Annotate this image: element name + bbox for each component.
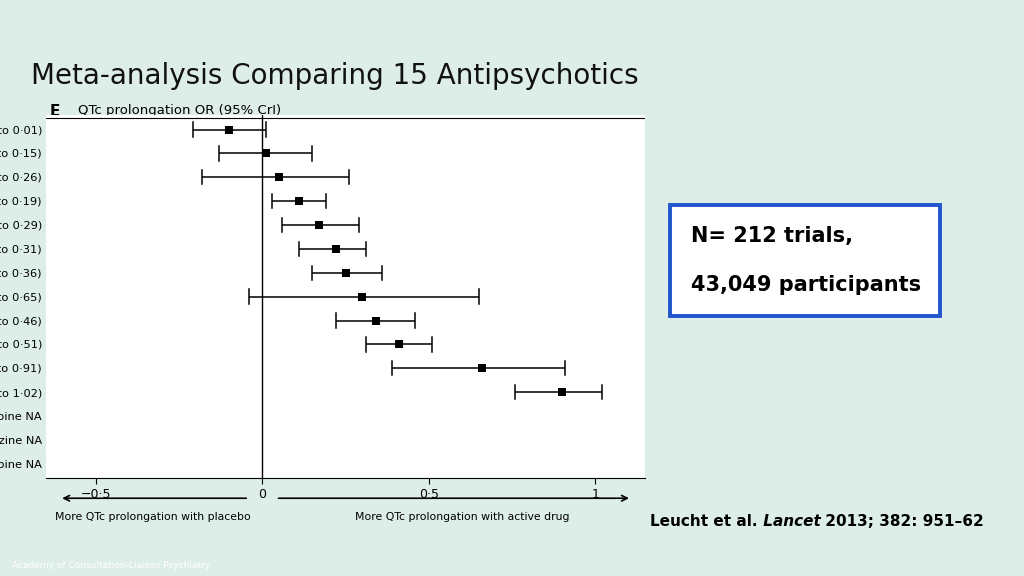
Text: More QTc prolongation with active drug: More QTc prolongation with active drug <box>355 512 569 522</box>
Text: Academy of Consultation-Liaison Psychiatry: Academy of Consultation-Liaison Psychiat… <box>11 560 210 570</box>
Text: Meta-analysis Comparing 15 Antipsychotics: Meta-analysis Comparing 15 Antipsychotic… <box>31 62 638 90</box>
Text: N= 212 trials,: N= 212 trials, <box>691 226 853 247</box>
FancyBboxPatch shape <box>670 204 940 316</box>
Text: QTc prolongation OR (95% CrI): QTc prolongation OR (95% CrI) <box>78 104 281 118</box>
Text: E: E <box>50 104 60 119</box>
Text: More QTc prolongation with placebo: More QTc prolongation with placebo <box>54 512 251 522</box>
Text: 2013; 382: 951–62: 2013; 382: 951–62 <box>820 514 984 529</box>
Text: Leucht et al.: Leucht et al. <box>650 514 758 529</box>
Text: 43,049 participants: 43,049 participants <box>691 275 922 294</box>
Text: Lancet: Lancet <box>758 514 820 529</box>
